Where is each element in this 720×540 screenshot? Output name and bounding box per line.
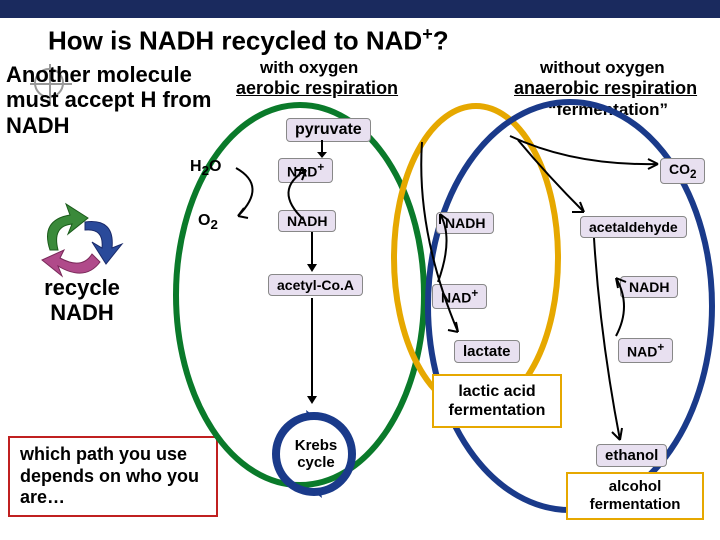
- box-alcohol: alcohol fermentation: [566, 472, 704, 520]
- arr-lactic: [414, 142, 474, 342]
- arr-alcohol: [504, 136, 704, 456]
- node-h2o: H2O: [190, 158, 221, 178]
- hdr-aerobic: aerobic respiration: [236, 78, 398, 99]
- top-bar: [0, 0, 720, 18]
- recycle-icon: [30, 200, 130, 280]
- node-acetyl: acetyl-Co.A: [268, 274, 363, 296]
- node-o2: O2: [198, 212, 218, 232]
- hdr-without-oxygen: without oxygen: [540, 58, 665, 78]
- arr-acetyl-krebs: [304, 298, 324, 406]
- page-title: How is NADH recycled to NAD+?: [48, 24, 720, 57]
- arr-pyr-down: [314, 140, 334, 160]
- nad-loop: [258, 164, 318, 234]
- node-krebs: Krebs cycle: [288, 437, 344, 471]
- node-pyruvate: pyruvate: [286, 118, 371, 142]
- arr-nadh-acetyl: [304, 232, 324, 274]
- sidetext-recycle: recycle NADH: [22, 275, 142, 326]
- hdr-with-oxygen: with oxygen: [260, 58, 358, 78]
